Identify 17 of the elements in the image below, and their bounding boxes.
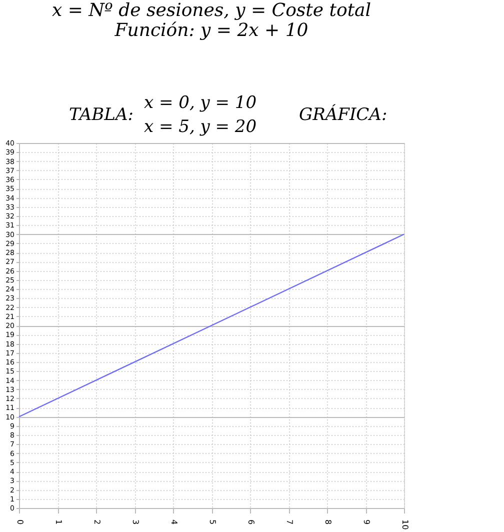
chart-title: x = Nº de sesiones, y = Coste total bbox=[52, 0, 372, 21]
x-tick-label: 9 bbox=[362, 520, 371, 525]
x-tick-label: 5 bbox=[208, 520, 217, 525]
text: TABLA: bbox=[69, 105, 134, 125]
x-tick-label: 2 bbox=[92, 520, 102, 525]
x-tick-label: 0 bbox=[16, 520, 24, 525]
x-tick-label: 1 bbox=[54, 520, 63, 525]
x-tick-label: 7 bbox=[285, 520, 294, 525]
x-tick-label: 8 bbox=[324, 520, 332, 525]
text: x = 5, y = 20 bbox=[144, 117, 257, 137]
x-tick-label: 10 bbox=[400, 520, 410, 530]
x-tick-label: 4 bbox=[170, 520, 178, 525]
x-tick-label: 6 bbox=[246, 520, 256, 525]
text: x = 0, y = 10 bbox=[144, 93, 257, 113]
x-tick-label: 3 bbox=[131, 520, 140, 525]
text: GRÁFICA: bbox=[299, 104, 388, 125]
chart-subtitle: Función: y = 2x + 10 bbox=[114, 20, 308, 41]
